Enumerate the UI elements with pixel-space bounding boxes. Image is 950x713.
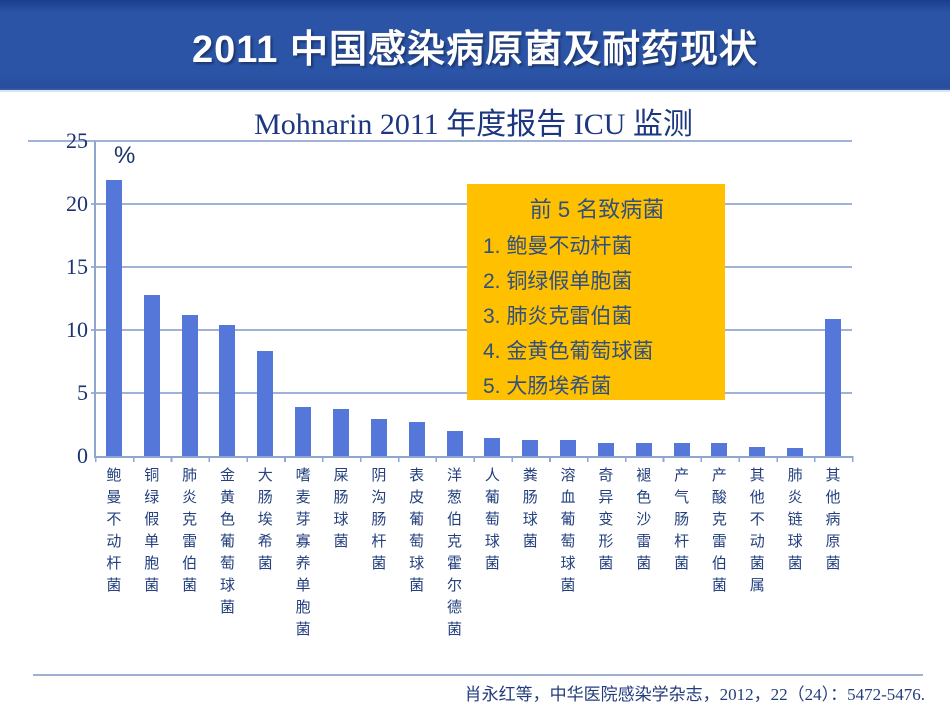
y-tick-label-20: 20	[66, 191, 88, 216]
bar-大肠埃希菌	[257, 351, 274, 456]
bar-金黄色葡萄球菌	[219, 325, 236, 456]
bar-肺炎链球菌	[787, 448, 804, 456]
callout-item-3: 3. 肺炎克雷伯菌	[483, 305, 633, 328]
bar-slot	[360, 141, 398, 456]
gridline-25	[91, 140, 852, 142]
x-label-其他不动菌属: 其他不动菌属	[749, 467, 765, 594]
bar-slot	[663, 141, 701, 456]
bar-产酸克雷伯菌	[711, 443, 728, 456]
bar-slot	[171, 141, 209, 456]
bar-铜绿假单胞菌	[143, 295, 160, 456]
bar-褪色沙雷菌	[635, 443, 652, 456]
bar-slot	[738, 141, 776, 456]
bar-slot	[814, 141, 852, 456]
footer-divider-line	[33, 674, 923, 676]
bar-slot	[95, 141, 133, 456]
bar-slot	[246, 141, 284, 456]
x-label-肺炎克雷伯菌: 肺炎克雷伯菌	[182, 467, 198, 594]
bar-其他病原菌	[824, 319, 841, 456]
x-label-褪色沙雷菌: 褪色沙雷菌	[636, 467, 652, 572]
y-tick-label-0: 0	[77, 443, 88, 468]
x-label-铜绿假单胞菌: 铜绿假单胞菌	[144, 467, 160, 594]
callout-item-5: 5. 大肠埃希菌	[483, 375, 612, 398]
x-label-鲍曼不动杆菌: 鲍曼不动杆菌	[106, 467, 122, 594]
bar-slot	[701, 141, 739, 456]
bar-slot	[322, 141, 360, 456]
bar-屎肠球菌	[332, 409, 349, 456]
x-label-奇异变形菌: 奇异变形菌	[598, 467, 614, 572]
bar-洋葱伯克霍尔德菌	[446, 431, 463, 456]
x-label-屎肠球菌: 屎肠球菌	[333, 467, 349, 550]
bar-溶血葡萄球菌	[560, 440, 577, 456]
x-label-人葡萄球菌: 人葡萄球菌	[484, 467, 500, 572]
callout-item-2: 2. 铜绿假单胞菌	[483, 270, 633, 293]
x-label-阴沟肠杆菌: 阴沟肠杆菌	[371, 467, 387, 572]
footer-citation: 肖永红等，中华医院感染学杂志，2012，22（24）：5472-5476.	[464, 685, 925, 704]
bars	[95, 141, 852, 456]
x-label-其他病原菌: 其他病原菌	[825, 467, 841, 572]
x-label-洋葱伯克霍尔德菌: 洋葱伯克霍尔德菌	[447, 467, 463, 638]
y-axis-line	[94, 141, 96, 456]
bar-其他不动菌属	[749, 447, 766, 456]
bar-slot	[398, 141, 436, 456]
y-tick-label-25: 25	[66, 128, 88, 153]
callout-item-4: 4. 金黄色葡萄球菌	[483, 340, 654, 363]
bar-slot	[436, 141, 474, 456]
x-label-产气肠杆菌: 产气肠杆菌	[674, 467, 690, 572]
bar-肺炎克雷伯菌	[181, 315, 198, 456]
y-axis-unit-label: %	[114, 142, 136, 169]
y-tick-label-10: 10	[66, 317, 88, 342]
bar-奇异变形菌	[597, 443, 614, 456]
bar-slot	[776, 141, 814, 456]
callout-item-1: 1. 鲍曼不动杆菌	[483, 235, 633, 258]
bar-嗜麦芽寡养单胞菌	[295, 407, 312, 456]
callout-title: 前 5 名致病菌	[529, 197, 665, 222]
bar-slot	[209, 141, 247, 456]
chart-title: Mohnarin 2011 年度报告 ICU 监测	[254, 108, 693, 141]
x-label-大肠埃希菌: 大肠埃希菌	[257, 467, 273, 572]
bar-slot	[587, 141, 625, 456]
x-label-粪肠球菌: 粪肠球菌	[522, 467, 538, 550]
bar-slot	[625, 141, 663, 456]
y-tick-label-5: 5	[77, 380, 88, 405]
y-axis-labels: 0 5 10 15 20 25	[36, 128, 88, 468]
slide-title: 2011 中国感染病原菌及耐药现状	[192, 28, 758, 71]
bar-粪肠球菌	[522, 440, 539, 456]
bar-slot	[133, 141, 171, 456]
y-tick-label-15: 15	[66, 254, 88, 279]
x-label-金黄色葡萄球菌: 金黄色葡萄球菌	[219, 467, 235, 616]
bar-产气肠杆菌	[673, 443, 690, 456]
x-axis-ticks	[95, 456, 854, 462]
bar-slot	[549, 141, 587, 456]
bar-slot	[473, 141, 511, 456]
bar-表皮葡萄球菌	[408, 422, 425, 456]
bar-阴沟肠杆菌	[370, 419, 387, 456]
slide-header: 2011 中国感染病原菌及耐药现状	[0, 0, 950, 92]
x-label-嗜麦芽寡养单胞菌: 嗜麦芽寡养单胞菌	[295, 467, 311, 638]
x-label-产酸克雷伯菌: 产酸克雷伯菌	[711, 467, 727, 594]
x-label-肺炎链球菌: 肺炎链球菌	[787, 467, 803, 572]
top5-pathogens-callout: 前 5 名致病菌 1. 鲍曼不动杆菌 2. 铜绿假单胞菌 3. 肺炎克雷伯菌 4…	[467, 184, 725, 400]
bar-slot	[511, 141, 549, 456]
x-label-表皮葡萄球菌: 表皮葡萄球菌	[409, 467, 425, 594]
bar-鲍曼不动杆菌	[105, 180, 122, 456]
bar-slot	[284, 141, 322, 456]
x-axis-labels: 鲍曼不动杆菌 铜绿假单胞菌 肺炎克雷伯菌 金黄色葡萄球菌 大肠埃希菌 嗜麦芽寡养单胞菌 屎肠…	[95, 465, 852, 641]
bar-人葡萄球菌	[484, 438, 501, 456]
x-label-溶血葡萄球菌: 溶血葡萄球菌	[560, 467, 576, 594]
